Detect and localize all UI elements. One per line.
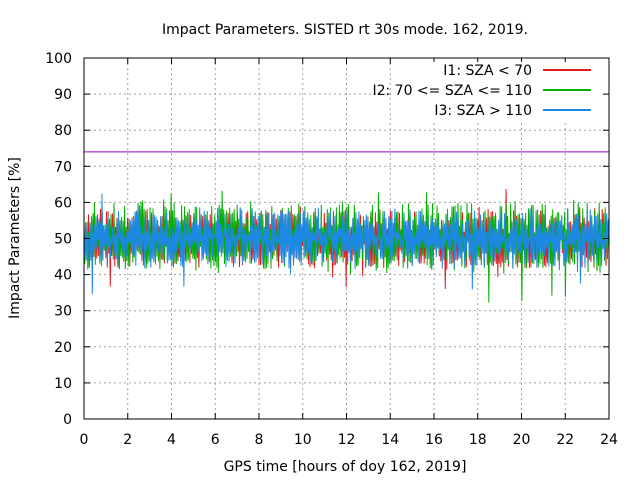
legend-bg — [392, 82, 602, 101]
legend-label: I3: SZA > 110 — [434, 103, 532, 119]
ticks: 0 2 4 6 8 10 12 14 16 18 20 22 240102030405060708090… — [45, 51, 618, 448]
x-tick-label: 20 — [513, 432, 531, 448]
legend-label: I1: SZA < 70 — [443, 63, 532, 79]
x-tick-label: 24 — [600, 432, 618, 448]
y-tick-label: 30 — [54, 304, 72, 320]
y-tick-label: 60 — [54, 195, 72, 211]
legend-bg — [392, 102, 602, 121]
legend-bg — [392, 62, 602, 81]
series-layer — [83, 188, 610, 303]
x-tick-label: 6 — [211, 432, 220, 448]
y-axis-label: Impact Parameters [%] — [7, 157, 23, 319]
x-tick-label: 2 — [123, 432, 132, 448]
x-tick-label: 16 — [425, 432, 443, 448]
x-tick-label: 18 — [469, 432, 487, 448]
x-tick-label: 8 — [255, 432, 264, 448]
x-axis-label: GPS time [hours of doy 162, 2019] — [224, 459, 467, 475]
y-tick-label: 70 — [54, 159, 72, 175]
x-tick-label: 12 — [338, 432, 356, 448]
x-tick-label: 10 — [294, 432, 312, 448]
y-tick-label: 0 — [63, 412, 72, 428]
legend: I1: SZA < 70 I2: 70 <= SZA <= 110 I3: SZA … — [372, 62, 602, 121]
x-tick-label: 22 — [556, 432, 574, 448]
y-tick-label: 100 — [45, 51, 72, 67]
chart-title: Impact Parameters. SISTED rt 30s mode. 1… — [162, 22, 528, 38]
y-tick-label: 80 — [54, 123, 72, 139]
x-tick-label: 0 — [80, 432, 89, 448]
y-tick-label: 50 — [54, 232, 72, 248]
x-tick-label: 14 — [381, 432, 399, 448]
x-tick-label: 4 — [167, 432, 176, 448]
y-tick-label: 10 — [54, 376, 72, 392]
legend-label: I2: 70 <= SZA <= 110 — [372, 83, 532, 99]
y-tick-label: 40 — [54, 268, 72, 284]
y-tick-label: 90 — [54, 87, 72, 103]
series-line-3 — [83, 193, 610, 295]
y-tick-label: 20 — [54, 340, 72, 356]
